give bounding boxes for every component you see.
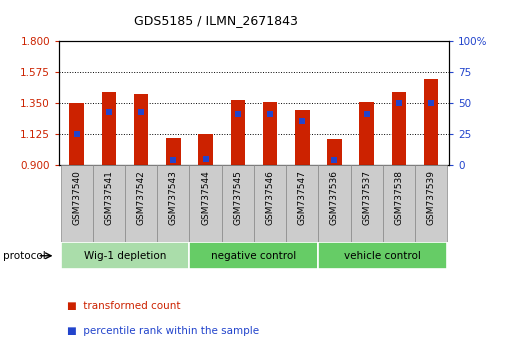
Text: GSM737543: GSM737543 <box>169 170 178 225</box>
Text: protocol: protocol <box>3 251 45 261</box>
Bar <box>61 165 93 242</box>
Text: GSM737537: GSM737537 <box>362 170 371 225</box>
Point <box>427 100 435 105</box>
Point <box>169 157 177 162</box>
Point <box>395 100 403 105</box>
Bar <box>230 100 245 165</box>
Bar <box>295 109 309 165</box>
Point <box>73 131 81 136</box>
Bar <box>102 92 116 165</box>
Bar <box>254 165 286 242</box>
Bar <box>189 242 319 269</box>
Bar <box>69 103 84 165</box>
Bar <box>286 165 319 242</box>
Text: GDS5185 / ILMN_2671843: GDS5185 / ILMN_2671843 <box>133 14 298 27</box>
Bar <box>360 102 374 165</box>
Bar <box>327 139 342 165</box>
Point <box>137 109 145 114</box>
Text: GSM737539: GSM737539 <box>427 170 436 225</box>
Text: vehicle control: vehicle control <box>344 251 421 261</box>
Text: GSM737547: GSM737547 <box>298 170 307 225</box>
Text: GSM737538: GSM737538 <box>394 170 403 225</box>
Text: GSM737546: GSM737546 <box>266 170 274 225</box>
Bar <box>319 242 447 269</box>
Bar <box>189 165 222 242</box>
Bar <box>93 165 125 242</box>
Bar <box>157 165 189 242</box>
Text: ■  transformed count: ■ transformed count <box>67 301 180 311</box>
Bar <box>319 165 350 242</box>
Text: GSM737542: GSM737542 <box>136 170 146 225</box>
Bar <box>134 94 148 165</box>
Bar <box>415 165 447 242</box>
Bar <box>392 92 406 165</box>
Text: negative control: negative control <box>211 251 297 261</box>
Point <box>105 109 113 114</box>
Bar <box>61 242 189 269</box>
Bar <box>222 165 254 242</box>
Point <box>363 112 371 117</box>
Text: Wig-1 depletion: Wig-1 depletion <box>84 251 166 261</box>
Text: GSM737536: GSM737536 <box>330 170 339 225</box>
Point <box>330 158 339 163</box>
Bar <box>166 138 181 165</box>
Text: GSM737545: GSM737545 <box>233 170 242 225</box>
Text: GSM737541: GSM737541 <box>105 170 113 225</box>
Bar <box>350 165 383 242</box>
Bar <box>125 165 157 242</box>
Point <box>266 112 274 117</box>
Point <box>202 156 210 162</box>
Text: GSM737540: GSM737540 <box>72 170 81 225</box>
Text: ■  percentile rank within the sample: ■ percentile rank within the sample <box>67 326 259 336</box>
Bar <box>263 102 278 165</box>
Bar <box>199 133 213 165</box>
Point <box>234 111 242 116</box>
Bar <box>424 79 439 165</box>
Point <box>298 118 306 124</box>
Text: GSM737544: GSM737544 <box>201 170 210 225</box>
Bar <box>383 165 415 242</box>
